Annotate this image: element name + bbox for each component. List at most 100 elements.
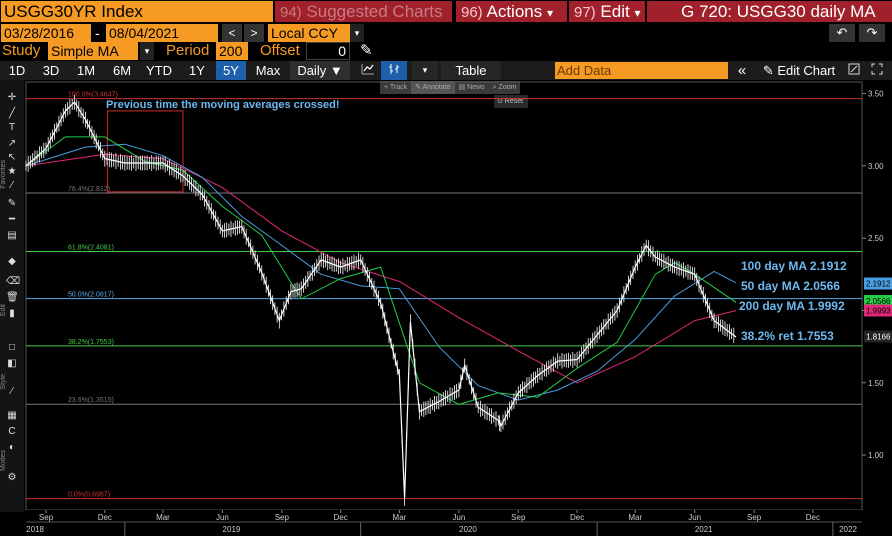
line-chart-icon[interactable] xyxy=(357,61,379,80)
ray-tool-icon[interactable]: ↗ xyxy=(7,138,17,149)
dropdown-icon[interactable]: ▾ xyxy=(412,61,438,80)
fib-label-2: 61.8%(2.4081) xyxy=(68,244,114,251)
chevron-down-icon[interactable]: ▾ xyxy=(140,42,154,60)
line-tool-icon[interactable]: ╱ xyxy=(8,108,16,119)
period-label: Period xyxy=(166,42,210,59)
edit-menu[interactable]: 97) Edit ▾ xyxy=(569,1,645,22)
period-5y[interactable]: 5Y xyxy=(216,61,246,80)
fill-icon[interactable]: ▮ xyxy=(9,308,15,319)
right-label-0: 2.1912 xyxy=(866,280,891,289)
brush2-icon[interactable]: ⁄ xyxy=(11,386,13,397)
redo-icon[interactable]: ↷ xyxy=(859,24,885,42)
period-6m[interactable]: 6M xyxy=(112,63,132,78)
x-tick-label-12: Sep xyxy=(747,513,762,522)
table-button[interactable]: Table xyxy=(441,61,501,80)
undo-icon[interactable]: ↶ xyxy=(829,24,855,42)
hline-icon[interactable]: ━ xyxy=(8,214,16,225)
suggested-charts-num: 94) xyxy=(280,4,302,21)
actions-menu[interactable]: 96) Actions ▾ xyxy=(456,1,567,22)
period-max[interactable]: Max xyxy=(255,63,281,78)
expand-icon[interactable] xyxy=(868,61,886,80)
period-field[interactable]: 200 xyxy=(216,42,248,60)
suggested-charts-menu[interactable]: 94) Suggested Charts xyxy=(275,1,452,22)
theme-icon[interactable]: ◐ xyxy=(8,442,16,453)
brush-icon[interactable]: ⁄ xyxy=(11,180,13,191)
x-year-label-1: 2019 xyxy=(223,525,241,534)
x-tick-label-7: Jun xyxy=(452,513,465,522)
favorite-icon[interactable]: ★ xyxy=(7,166,17,177)
drawing-toolbar: ✛ ╱ T ↗ ↖ ★ ⁄ ✎ ━ ▤ ◆ ⌫ 🗑 ▮ □ ◧ ⁄ ▦ C ◐ ⚙ Favorites Edit Style M… xyxy=(0,80,24,512)
fib-label-4: 38.2%(1.7553) xyxy=(68,339,114,346)
chevron-down-icon[interactable]: ▾ xyxy=(350,24,364,42)
shape-icon[interactable]: ◆ xyxy=(8,256,16,267)
date-range-bar: 03/28/2016 - 08/04/2021 < > Local CCY ▾ … xyxy=(0,24,892,42)
track-button[interactable]: + Track xyxy=(384,84,408,91)
top-title-bar: USGG30YR Index 94) Suggested Charts 96) … xyxy=(0,0,892,23)
fib-label-0: 100.0%(3.4647) xyxy=(68,92,118,99)
period-3d[interactable]: 3D xyxy=(42,63,60,78)
x-tick-label-5: Dec xyxy=(334,513,348,522)
collapse-icon[interactable]: « xyxy=(737,62,747,79)
period-ytd[interactable]: YTD xyxy=(146,63,172,78)
x-year-label-4: 2022 xyxy=(839,525,857,534)
y-tick-label-1: 1.50 xyxy=(868,379,884,388)
square-icon[interactable]: □ xyxy=(8,342,16,353)
x-year-label-3: 2021 xyxy=(695,525,713,534)
pin-icon[interactable] xyxy=(846,61,862,80)
pencil-icon[interactable]: ✎ xyxy=(7,198,17,209)
frequency-select[interactable]: Daily ▼ xyxy=(290,61,350,80)
y-tick-label-4: 3.00 xyxy=(868,162,884,171)
x-tick-label-2: Mar xyxy=(156,513,170,522)
study-field[interactable]: Simple MA xyxy=(48,42,138,60)
eraser-icon[interactable]: ⌫ xyxy=(6,276,21,287)
period-1m[interactable]: 1M xyxy=(76,63,96,78)
ticker-field[interactable]: USGG30YR Index xyxy=(1,1,273,22)
floating-toolbar: + Track ✎ Annotate ▤ News ⌕ Zoom xyxy=(380,81,521,94)
start-date-field[interactable]: 03/28/2016 xyxy=(1,24,91,42)
fib-label-5: 23.6%(1.3515) xyxy=(68,397,114,404)
highlight-box xyxy=(106,110,184,193)
x-tick-label-6: Mar xyxy=(393,513,407,522)
x-year-label-2: 2020 xyxy=(459,525,477,534)
trash-icon[interactable]: 🗑 xyxy=(6,292,19,303)
end-date-field[interactable]: 08/04/2021 xyxy=(106,24,218,42)
channel-icon[interactable]: ▤ xyxy=(7,230,17,241)
add-data-input[interactable]: Add Data xyxy=(555,62,728,79)
layers-icon[interactable]: ▦ xyxy=(7,410,17,421)
x-tick-label-10: Mar xyxy=(628,513,642,522)
right-label-bg-1 xyxy=(864,295,892,307)
prev-period-button[interactable]: < xyxy=(222,24,242,42)
bar-chart-icon[interactable] xyxy=(381,61,407,80)
annotate-button[interactable]: ✎ Annotate xyxy=(411,81,455,94)
right-label-1: 2.0566 xyxy=(866,297,891,306)
zoom-button[interactable]: ⌕ Zoom xyxy=(492,84,517,91)
annotation-3: 200 day MA 1.9992 xyxy=(739,299,845,313)
text-tool-icon[interactable]: T xyxy=(8,122,16,133)
cursor-icon[interactable]: ↖ xyxy=(7,152,17,163)
style-icon[interactable]: ◧ xyxy=(7,358,17,369)
annotation-2: 50 day MA 2.0566 xyxy=(741,279,840,293)
gear-icon[interactable]: ⚙ xyxy=(7,472,17,483)
pencil-icon[interactable]: ✎ xyxy=(360,42,373,59)
period-1d[interactable]: 1D xyxy=(8,63,26,78)
right-label-bg-0 xyxy=(864,277,892,290)
period-1y[interactable]: 1Y xyxy=(189,63,205,78)
x-tick-label-9: Dec xyxy=(570,513,584,522)
next-period-button[interactable]: > xyxy=(244,24,264,42)
x-tick-label-4: Sep xyxy=(275,513,290,522)
offset-field[interactable]: 0 xyxy=(306,42,350,60)
news-button[interactable]: ▤ News xyxy=(458,84,485,91)
mode-c-icon[interactable]: C xyxy=(8,426,16,437)
x-tick-label-13: Dec xyxy=(806,513,820,522)
edit-num: 97) xyxy=(574,4,596,21)
series-line-1 xyxy=(25,136,737,405)
edit-chart-button[interactable]: ✎ Edit Chart xyxy=(762,63,836,78)
crosshair-icon[interactable]: ✛ xyxy=(7,92,17,103)
x-tick-label-1: Dec xyxy=(98,513,112,522)
period-toolbar: 1D 3D 1M 6M YTD 1Y 5Y Max Daily ▼ ▾ Tabl… xyxy=(0,61,892,80)
x-axis-bg xyxy=(26,510,862,536)
chart-area[interactable]: ✛ ╱ T ↗ ↖ ★ ⁄ ✎ ━ ▤ ◆ ⌫ 🗑 ▮ □ ◧ ⁄ ▦ C ◐ ⚙ Favorites Edit Style M… xyxy=(0,80,892,536)
currency-field[interactable]: Local CCY xyxy=(268,24,350,42)
y-tick-label-0: 1.00 xyxy=(868,451,884,460)
edit-label: Edit xyxy=(600,2,630,21)
